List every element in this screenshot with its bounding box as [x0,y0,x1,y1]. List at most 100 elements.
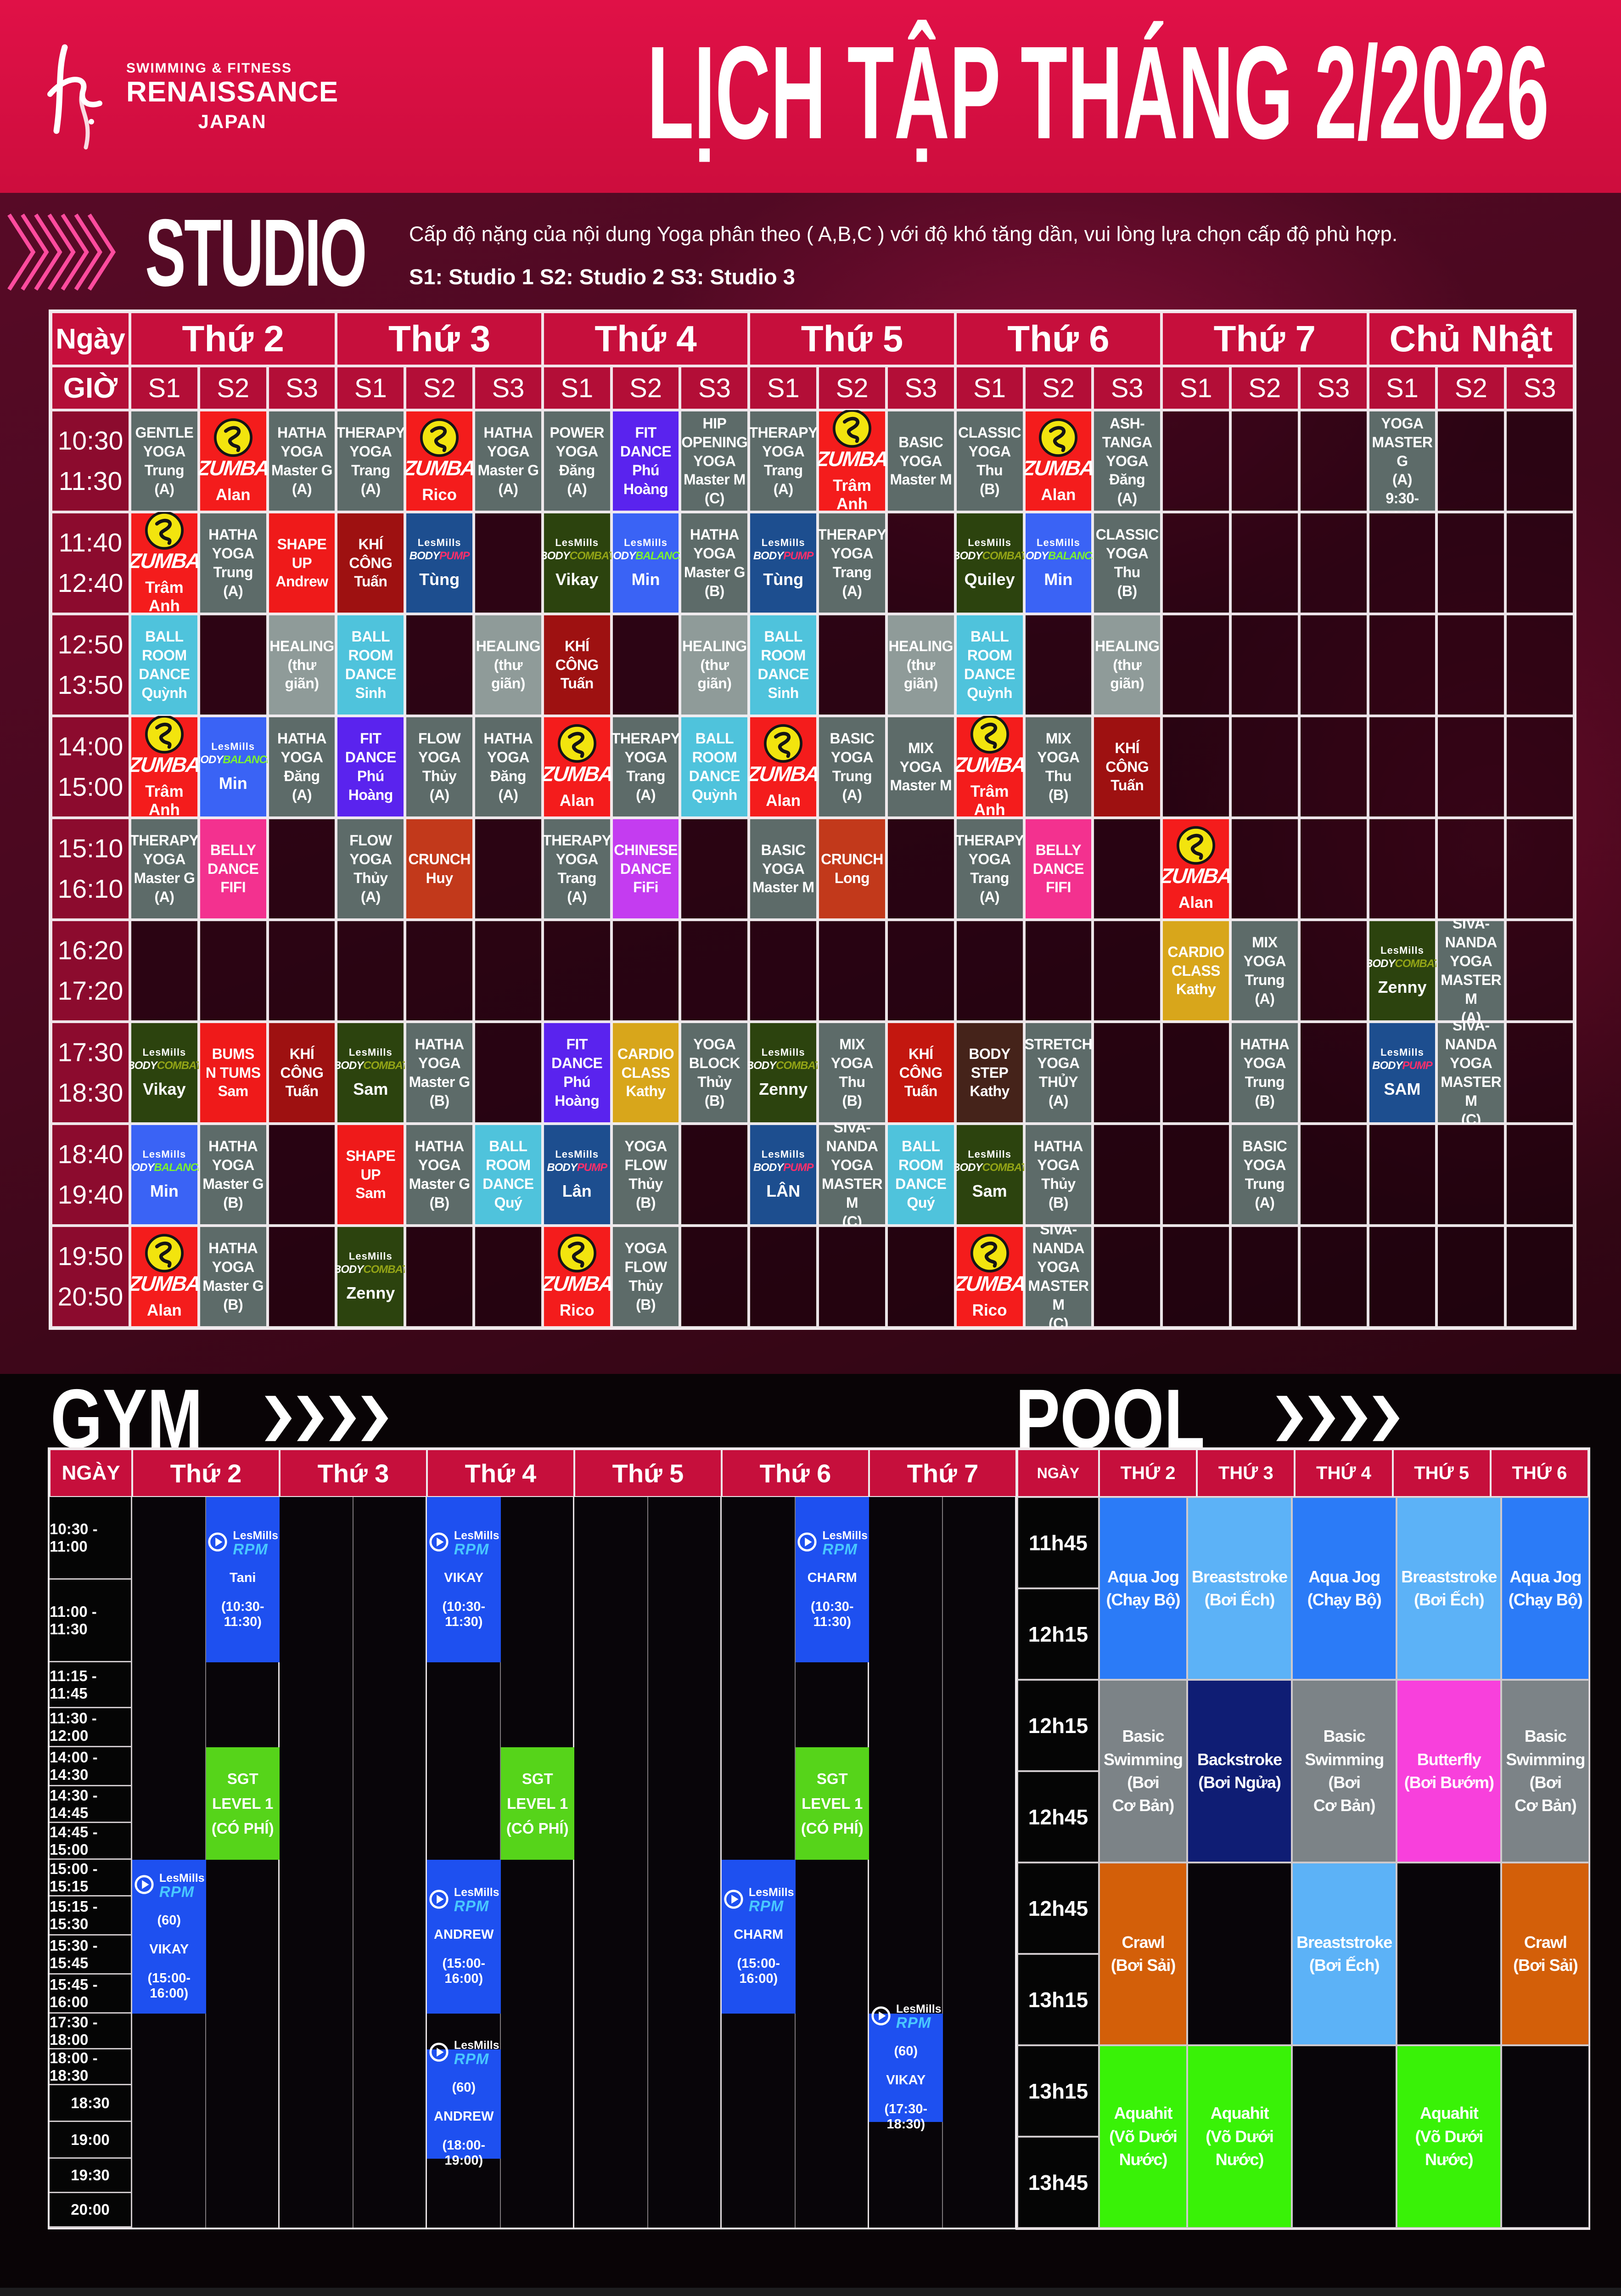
block-text: (15:00-16:00) [147,1970,191,2001]
instructor-name: Tùng [419,570,460,589]
class-text: THERAPY YOGA Master G (A) [130,832,199,905]
lesmills-wordmark: LesMills [555,1148,599,1160]
lesmills-program-name: BODYPUMP [409,550,470,562]
studio-class-cell: HATHA YOGA Thủy (B) [1024,1124,1093,1226]
studio-class-cell: HIP OPENING YOGA Master M (C) [680,410,749,512]
pool-class-cell: Basic Swimming (Bơi Cơ Bản) [1099,1680,1188,1863]
class-name: Aquahit [1419,2104,1479,2123]
studio-class-cell: ZUMBA Trâm Anh [130,512,199,614]
studio-class-cell: LesMillsBODYBALANCEMin [611,512,680,614]
logo-brand-top: SWIMMING & FITNESS [126,61,292,76]
lesmills-program-name: BODYBALANCE [199,754,268,766]
gym-time-slot: 14:45 - 15:00 [50,1823,132,1860]
logo-brand-name: RENAISSANCE [126,76,339,108]
class-name: Crawl [1122,1932,1165,1952]
block-text: (CÓ PHÍ) [801,1819,864,1837]
instructor-name: Trâm Anh [145,782,184,818]
gym-class-block: LesMills RPM (60) VIKAY (17:30-18:30) [869,2003,943,2132]
class-subname: (Bơi Bướm) [1404,1773,1494,1792]
class-text: HEALING (thư giãn) [682,637,747,692]
block-text: VIKAY [444,1570,484,1585]
block-text: (60) [894,2044,918,2059]
class-text: CARDIO CLASS Kathy [1167,943,1224,998]
studio-class-cell: HATHA YOGA Đăng (A) [267,716,337,818]
instructor-name: Trâm Anh [970,782,1009,818]
studio-class-cell: LesMills BODYPUMP Tùng [749,512,818,614]
instructor-name: Alan [1041,486,1076,504]
studio-class-cell: THERAPY YOGA Trang (A) [955,818,1024,920]
class-text: BASIC YOGA Master M [890,433,952,488]
class-text: MIX YOGA Thu (B) [830,1036,874,1109]
lesmills-wordmark: LesMills [761,1148,805,1160]
class-subname: (Bơi Cơ Bản) [1313,1773,1376,1815]
gym-time-slot: 10:30 - 11:00 [50,1497,132,1580]
empty-slot [405,1226,474,1328]
lesmills-program-name: BODYPUMP [1372,1059,1433,1072]
pool-chevrons-icon [1276,1395,1400,1442]
class-text: KHÍ CÔNG Tuấn [349,535,393,590]
gym-class-block: SGT LEVEL 1 (CÓ PHÍ) [500,1747,574,1860]
studio-class-cell: THERAPY YOGA Trang (A) [542,818,611,920]
studio-class-cell: CLASSIC YOGA Thu (B) [955,410,1024,512]
class-text: BALL ROOM DANCE Quỳnh [964,628,1015,701]
class-text: KHÍ CÔNG Tuấn [899,1045,943,1100]
pool-time-slot: 12h45 [1017,1863,1099,1954]
gym-time-slot: 14:30 - 14:45 [50,1786,132,1823]
class-name: Breaststroke [1401,1567,1497,1586]
empty-slot [1505,1124,1574,1226]
empty-slot [680,1124,749,1226]
block-text: (60) [452,2080,476,2095]
gym-time-slot: 15:15 - 15:30 [50,1896,132,1936]
studio-class-cell: LesMills BODYPUMP LÂN [749,1124,818,1226]
pool-day-label-4: THỨ 4 [1295,1449,1392,1497]
lesmills-logo: LesMills BODYPUMP [547,1148,607,1174]
rpm-logo-text: RPM [822,1540,858,1558]
rpm-logo-text: RPM [454,1540,489,1558]
studio-class-cell: HATHA YOGA Trung (B) [1230,1022,1299,1124]
instructor-name: Sam [972,1182,1007,1200]
gym-time-slot: 17:30 - 18:00 [50,2014,132,2049]
lesmills-wordmark: LesMills [233,1529,279,1542]
studio-class-cell: POWER YOGA Đăng (A) [542,410,611,512]
studio-class-cell: ZUMBA Alan [749,716,818,818]
lesmills-logo: LesMills BODYBALANCE [1024,537,1093,563]
lesmills-program-name: BODYCOMBAT [955,550,1024,562]
empty-slot [198,920,268,1022]
class-subname: (Chạy Bộ) [1106,1590,1181,1609]
empty-slot [1230,1226,1299,1328]
pool-time-slot: 13h15 [1017,1954,1099,2045]
studio-class-cell: ASH- TANGA YOGA Đăng (A) [1093,410,1162,512]
zumba-logo-text: ZUMBA [955,753,1024,777]
empty-slot [1436,410,1506,512]
instructor-name: Lân [562,1182,592,1200]
zumba-icon [145,716,184,754]
studio-day-label-3: Thứ 3 [336,312,543,366]
play-icon [428,1531,449,1555]
block-text: VIKAY [886,2073,926,2088]
class-text: BASIC YOGA Trung (A) [1242,1138,1287,1211]
class-text: BELLY DANCE FIFI [208,841,259,896]
studio-class-cell: HATHA YOGA Master G (B) [198,1124,268,1226]
studio-class-cell: BELLY DANCE FIFI [1024,818,1093,920]
class-text: KHÍ CÔNG Tuấn [555,637,599,692]
lesmills-rpm-logo: LesMills RPM [428,2040,499,2066]
lesmills-program-name: BODYCOMBAT [1368,957,1437,970]
studio-room-label: S2 [818,366,886,410]
block-text: ANDREW [434,1927,494,1942]
class-subname: (Chạy Bộ) [1307,1590,1382,1609]
class-text: CHINESE DANCE FiFi [614,841,678,896]
studio-time-header: GIỜ [51,366,130,410]
studio-class-cell: LesMills BODYCOMBAT Vikay [542,512,611,614]
instructor-name: Vikay [143,1080,186,1098]
empty-slot [1161,614,1230,716]
lesmills-logo: LesMills BODYPUMP [753,1148,814,1174]
studio-class-cell: HATHA YOGA MASTER G (A) 9:30-10:30 [1368,410,1437,512]
instructor-name: Rico [972,1301,1007,1319]
empty-slot [1505,1226,1574,1328]
class-text: BALL ROOM DANCE Sinh [757,628,809,701]
studio-class-cell: LesMillsBODYBALANCEMin [130,1124,199,1226]
block-text: VIKAY [149,1941,189,1957]
pool-time-slot: 13h45 [1017,2137,1099,2228]
